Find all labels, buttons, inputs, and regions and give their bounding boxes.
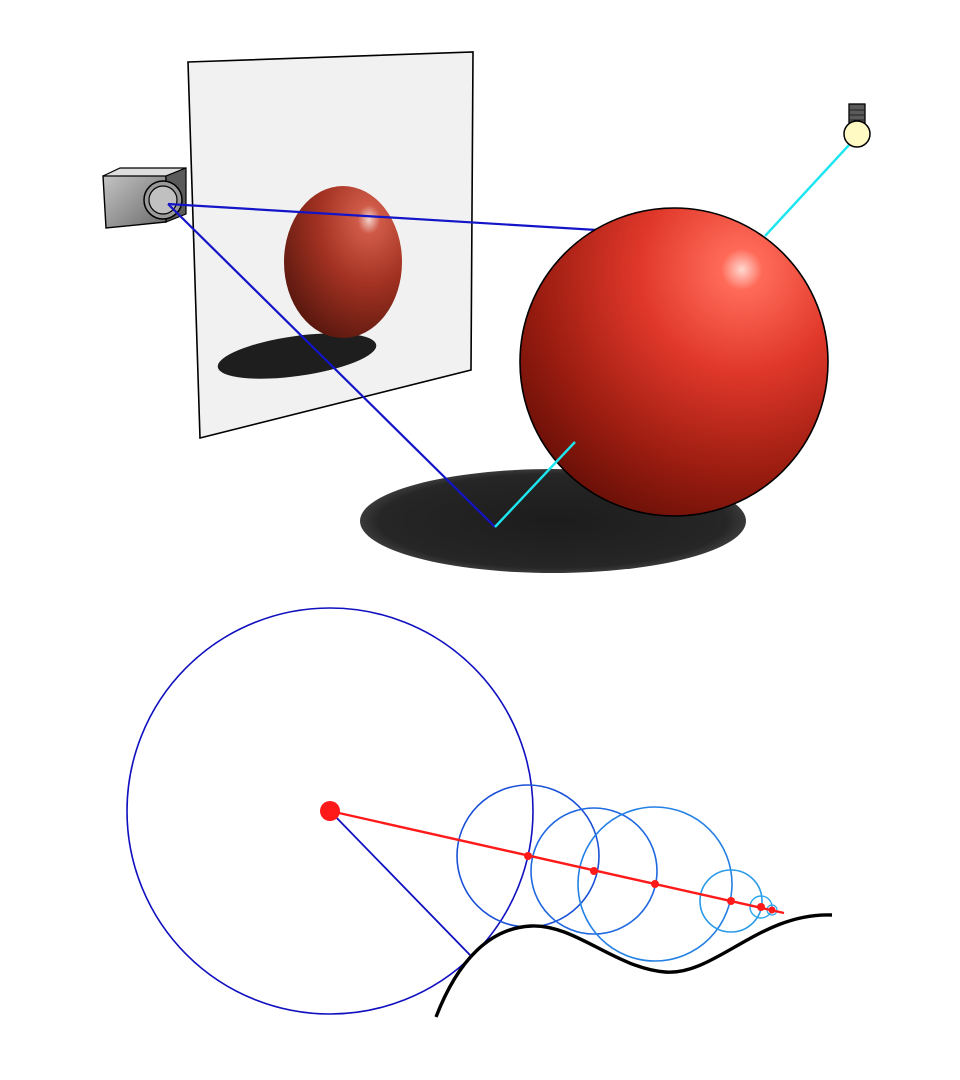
projected-sphere (284, 186, 402, 338)
march-point-5 (757, 903, 765, 911)
surface-curve (434, 913, 833, 1018)
camera-icon (102, 167, 187, 229)
ray-origin-point (320, 801, 340, 821)
march-point-3 (651, 880, 659, 888)
ray-tracing-scene (102, 51, 871, 573)
camera-ray-to-floor (167, 203, 496, 528)
distance-circle-2 (530, 807, 658, 935)
march-point-1 (524, 852, 532, 860)
shadow-ray-occluded (494, 441, 576, 528)
main-sphere (519, 207, 829, 517)
march-ray (329, 809, 785, 915)
march-point-4 (727, 897, 735, 905)
march-point-6 (768, 906, 776, 914)
distance-circle-3 (577, 806, 733, 962)
light-bulb-icon (843, 103, 871, 148)
nearest-distance-line (329, 810, 471, 956)
march-point-2 (590, 867, 598, 875)
distance-circle-0 (126, 607, 534, 1015)
sphere-tracing-diagram (126, 607, 833, 1018)
camera-ray-to-sphere (167, 202, 598, 232)
light-ray (764, 144, 850, 237)
distance-circle-4 (699, 869, 763, 933)
reflected-shadow (217, 333, 377, 379)
